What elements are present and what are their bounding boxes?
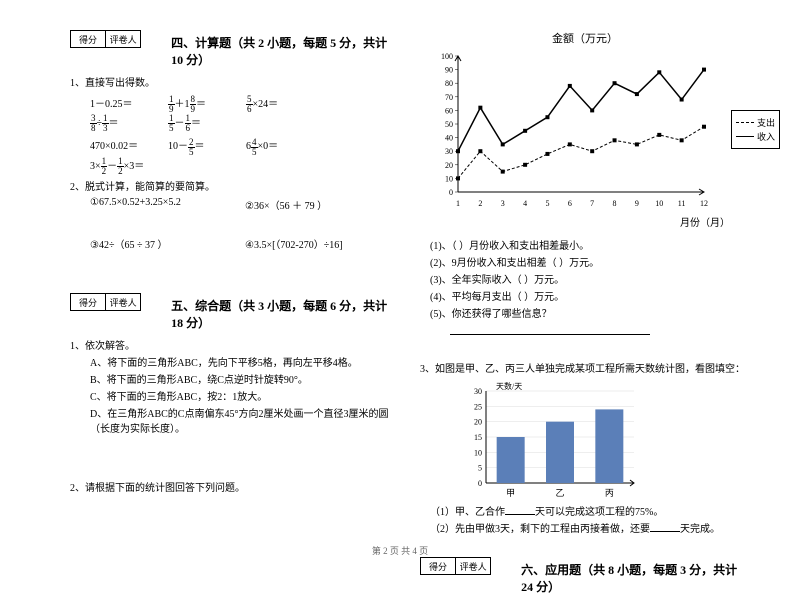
svg-text:9: 9 [635,199,639,208]
score-box: 得分 评卷人 [70,30,141,48]
q4-2: 2、脱式计算，能简算的要简算。 [70,180,400,195]
grader-label: 评卷人 [106,31,140,47]
svg-text:40: 40 [445,134,453,143]
svg-text:天数/天: 天数/天 [496,381,522,391]
q3-2-pre: （2）先由甲做3天，剩下的工程由丙接着做，还要 [430,524,650,535]
calc-pair: ③42÷（65 ÷ 37 ） ④3.5×[（702-270）÷16] [90,236,400,251]
calc-sub: ③42÷（65 ÷ 37 ） [90,236,245,251]
calc-item: 470×0.02＝ [90,137,160,156]
svg-text:11: 11 [678,199,686,208]
chart-q3: (3)、全年实际收入（ ）万元。 [430,271,750,286]
svg-text:5: 5 [478,464,482,473]
svg-text:10: 10 [655,199,663,208]
q3-1-post: 天可以完成这项工程的75%。 [535,507,663,518]
calc-row-1: 1－0.25＝ 19＋189＝ 56×24＝ 38÷13＝ 15－16＝ [90,95,400,133]
solid-sample-icon [736,136,754,137]
svg-text:10: 10 [445,174,453,183]
chart-questions: (1)、（ ）月份收入和支出相差最小。 (2)、9月份收入和支出相差（ ）万元。… [430,237,750,340]
answer-line [450,324,650,335]
dash-sample-icon [736,122,754,123]
calc-item: 1－0.25＝ [90,95,160,114]
chart-q4: (4)、平均每月支出（ ）万元。 [430,288,750,303]
calc-row-2: 470×0.02＝ 10－25＝ 645×0＝ 3×12－12×3＝ [90,137,400,175]
score-label: 得分 [421,558,456,574]
svg-text:12: 12 [700,199,708,208]
svg-text:30: 30 [445,147,453,156]
score-box: 得分 评卷人 [70,293,141,311]
score-box: 得分 评卷人 [420,557,491,575]
q5-2: 2、请根据下面的统计图回答下列问题。 [70,481,400,496]
q3-2-post: 天完成。 [680,524,720,535]
q5-1: 1、依次解答。 [70,339,400,354]
svg-text:1: 1 [456,199,460,208]
calc-item: 10－25＝ [168,137,238,156]
blank [650,521,680,532]
svg-text:20: 20 [445,161,453,170]
q3-1-pre: （1）甲、乙合作 [430,507,505,518]
line-chart: 0102030405060708090100123456789101112 支出… [430,50,710,210]
svg-text:60: 60 [445,106,453,115]
svg-text:10: 10 [474,448,482,457]
chart-legend: 支出 收入 [731,110,780,149]
q3-2: （2）先由甲做3天，剩下的工程由丙接着做，还要 天完成。 [430,520,750,535]
section6-title: 六、应用题（共 8 小题，每题 3 分，共计 24 分） [521,561,750,595]
grader-label: 评卷人 [456,558,490,574]
q4-1: 1、直接写出得数。 [70,76,400,91]
q3-items: （1）甲、乙合作 天可以完成这项工程的75%。 （2）先由甲做3天，剩下的工程由丙… [430,503,750,535]
svg-text:20: 20 [474,418,482,427]
legend-expense: 支出 [757,116,775,129]
svg-text:丙: 丙 [605,488,614,498]
calc-sub: ①67.5×0.52+3.25×5.2 [90,197,245,212]
section4-title: 四、计算题（共 2 小题，每题 5 分，共计 10 分） [171,34,400,68]
line-chart-title: 金额（万元） [420,30,750,46]
q5-1a: A、将下面的三角形ABC，先向下平移5格，再向左平移4格。 [90,356,400,371]
svg-text:3: 3 [501,199,505,208]
calc-sub: ④3.5×[（702-270）÷16] [245,236,400,251]
svg-text:50: 50 [445,120,453,129]
calc-item: 645×0＝ [246,137,316,156]
svg-text:7: 7 [590,199,594,208]
chart-q1: (1)、（ ）月份收入和支出相差最小。 [430,237,750,252]
svg-text:70: 70 [445,93,453,102]
page-footer: 第 2 页 共 4 页 [0,544,800,557]
svg-text:90: 90 [445,66,453,75]
calc-item: 38÷13＝ [90,114,160,133]
calc-item: 15－16＝ [168,114,238,133]
svg-text:0: 0 [478,479,482,488]
section5-title: 五、综合题（共 3 小题，每题 6 分，共计 18 分） [171,297,400,331]
score-label: 得分 [71,294,106,310]
bar-chart: 0 5 10 15 20 25 30 天数/天甲 乙 丙 [460,379,640,499]
svg-text:80: 80 [445,79,453,88]
calc-item: 56×24＝ [246,95,316,114]
svg-text:8: 8 [613,199,617,208]
x-axis-label: 月份（月） [420,214,730,229]
calc-pair: ①67.5×0.52+3.25×5.2 ②36×（56 ＋ 79 ） [90,197,400,212]
blank [505,504,535,515]
svg-text:6: 6 [568,199,572,208]
svg-text:15: 15 [474,433,482,442]
calc-item: 19＋189＝ [168,95,238,114]
q3-1: （1）甲、乙合作 天可以完成这项工程的75%。 [430,503,750,518]
svg-text:甲: 甲 [506,488,515,498]
svg-text:5: 5 [545,199,549,208]
svg-text:2: 2 [478,199,482,208]
svg-text:乙: 乙 [555,488,564,498]
q5-3: 3、如图是甲、乙、丙三人单独完成某项工程所需天数统计图，看图填空： [420,362,750,377]
svg-text:4: 4 [523,199,527,208]
q5-1b: B、将下面的三角形ABC，绕C点逆时针旋转90°。 [90,373,400,388]
svg-text:30: 30 [474,387,482,396]
grader-label: 评卷人 [106,294,140,310]
legend-income: 收入 [757,130,775,143]
svg-text:100: 100 [441,52,453,61]
svg-text:0: 0 [449,188,453,197]
score-label: 得分 [71,31,106,47]
q5-1c: C、将下面的三角形ABC，按2：1放大。 [90,390,400,405]
q5-1d: D、在三角形ABC的C点南偏东45°方向2厘米处画一个直径3厘米的圆（长度为实际… [90,407,400,437]
chart-q5: (5)、你还获得了哪些信息？ [430,305,750,320]
svg-text:25: 25 [474,402,482,411]
calc-item: 3×12－12×3＝ [90,157,160,176]
calc-sub: ②36×（56 ＋ 79 ） [245,197,400,212]
chart-q2: (2)、9月份收入和支出相差（ ）万元。 [430,254,750,269]
